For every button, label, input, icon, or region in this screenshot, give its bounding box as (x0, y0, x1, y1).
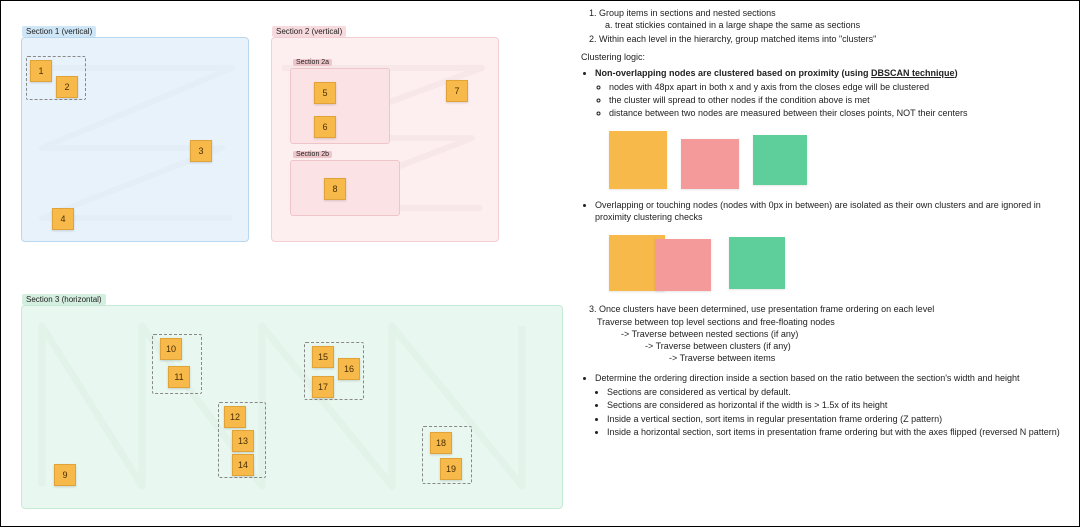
nested-section: Section 2a (290, 68, 390, 144)
sticky-note: 2 (56, 76, 78, 98)
step-1: Group items in sections and nested secti… (599, 7, 1071, 31)
section-s2: Section 2 (vertical)Section 2aSection 2b… (271, 37, 499, 242)
sticky-note: 9 (54, 464, 76, 486)
sticky-note: 13 (232, 430, 254, 452)
direction-intro: Determine the ordering direction inside … (595, 372, 1071, 384)
nested-label: Section 2b (293, 151, 332, 158)
sticky-note: 5 (314, 82, 336, 104)
traverse-items: -> Traverse between items (669, 352, 1071, 364)
diagram-square (609, 131, 667, 189)
explanation-panel: Group items in sections and nested secti… (581, 7, 1071, 522)
direction-z-pattern: Inside a vertical section, sort items in… (607, 413, 1071, 425)
diagram-square (753, 135, 807, 185)
proximity-diagram (609, 125, 1071, 193)
sticky-note: 11 (168, 366, 190, 388)
sticky-note: 18 (430, 432, 452, 454)
sticky-note: 10 (160, 338, 182, 360)
traverse-top: Traverse between top level sections and … (597, 316, 1071, 328)
sticky-note: 8 (324, 178, 346, 200)
clustering-distance: distance between two nodes are measured … (609, 107, 1071, 119)
step-3: Once clusters have been determined, use … (599, 303, 1071, 315)
section-label: Section 2 (vertical) (272, 26, 346, 37)
diagram-left-panel: Section 1 (vertical) 12 3 4 Section 2 (verti… (9, 9, 571, 520)
step-2: Within each level in the hierarchy, grou… (599, 33, 1071, 45)
overlap-bullet-list: Overlapping or touching nodes (nodes wit… (581, 199, 1071, 223)
step-1-text: Group items in sections and nested secti… (599, 8, 776, 18)
sticky-note: 1 (30, 60, 52, 82)
nested-label: Section 2a (293, 59, 332, 66)
section-label: Section 1 (vertical) (22, 26, 96, 37)
clustering-heading: Clustering logic: (581, 51, 1071, 63)
sticky-note: 6 (314, 116, 336, 138)
sticky-note: 3 (190, 140, 212, 162)
direction-n-pattern: Inside a horizontal section, sort items … (607, 426, 1071, 438)
clustering-bullets: Non-overlapping nodes are clustered base… (581, 67, 1071, 120)
section-label: Section 3 (horizontal) (22, 294, 106, 305)
diagram-square (729, 237, 785, 289)
dbscan-link[interactable]: DBSCAN technique (871, 68, 955, 78)
step-1a: treat stickies contained in a large shap… (615, 19, 1071, 31)
sticky-note: 7 (446, 80, 468, 102)
direction-bullets: Determine the ordering direction inside … (581, 372, 1071, 384)
clustering-48px: nodes with 48px apart in both x and y ax… (609, 81, 1071, 93)
sticky-note: 14 (232, 454, 254, 476)
traverse-clusters: -> Traverse between clusters (if any) (645, 340, 1071, 352)
section-s3: Section 3 (horizontal)910111213141516171… (21, 305, 563, 509)
traverse-block: Traverse between top level sections and … (597, 316, 1071, 365)
clustering-spread: the cluster will spread to other nodes i… (609, 94, 1071, 106)
sticky-note: 19 (440, 458, 462, 480)
sticky-note: 12 (224, 406, 246, 428)
sticky-note: 4 (52, 208, 74, 230)
section-s1: Section 1 (vertical)1234 (21, 37, 249, 242)
overlap-diagram (609, 229, 1071, 297)
clustering-proximity: Non-overlapping nodes are clustered base… (595, 67, 1071, 120)
sticky-note: 17 (312, 376, 334, 398)
direction-horizontal-rule: Sections are considered as horizontal if… (607, 399, 1071, 411)
sticky-note: 15 (312, 346, 334, 368)
step-3-list: Once clusters have been determined, use … (581, 303, 1071, 315)
diagram-square (655, 239, 711, 291)
sticky-note: 16 (338, 358, 360, 380)
main-ordered-list: Group items in sections and nested secti… (581, 7, 1071, 45)
diagram-square (681, 139, 739, 189)
traverse-nested: -> Traverse between nested sections (if … (621, 328, 1071, 340)
overlap-rule: Overlapping or touching nodes (nodes wit… (595, 199, 1071, 223)
direction-vertical-default: Sections are considered as vertical by d… (607, 386, 1071, 398)
